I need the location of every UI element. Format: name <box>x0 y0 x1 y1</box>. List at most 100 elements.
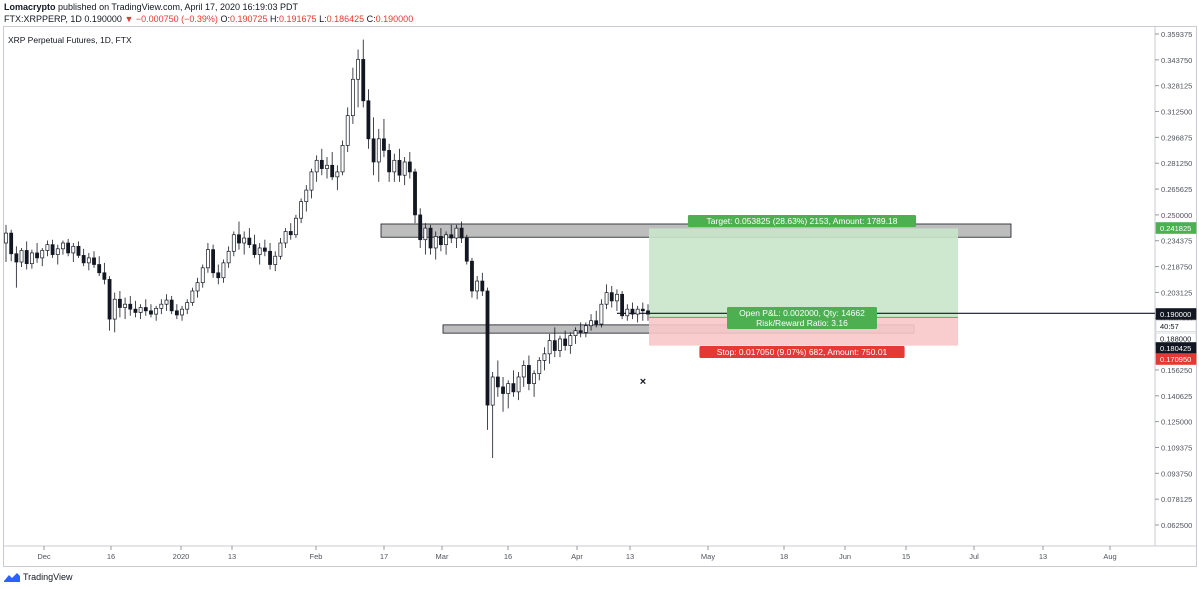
candle-body <box>589 320 593 327</box>
candle-body <box>319 159 324 169</box>
candle-body <box>190 290 195 303</box>
footer-brand[interactable]: TradingView <box>4 572 73 582</box>
candle-body <box>29 252 34 265</box>
publish-text: published on TradingView.com, April 17, … <box>58 2 299 12</box>
candle-body <box>454 227 459 239</box>
price-change: ▼ −0.000750 (−0.39%) <box>124 14 218 24</box>
candle-body <box>180 308 184 316</box>
candle-body <box>123 303 127 308</box>
tradingview-logo-icon <box>4 573 20 582</box>
candle-body <box>226 250 231 264</box>
candle-body <box>149 310 153 315</box>
symbol-text: FTX:XRPPERP, 1D <box>4 14 82 24</box>
close-label: C: <box>366 14 376 24</box>
open-label: O: <box>220 14 230 24</box>
candle-body <box>620 293 625 317</box>
candle-body <box>273 255 278 265</box>
candle-body <box>397 159 402 176</box>
target-label-bg <box>687 215 917 227</box>
candle-body <box>444 234 448 246</box>
high-value: 0.191675 <box>279 14 317 24</box>
y-tick-label: 0.234375 <box>1161 237 1192 246</box>
candle-body <box>630 308 635 315</box>
high-label: H: <box>270 14 280 24</box>
price-badge-text: 40:57 <box>1160 322 1179 331</box>
candle-body <box>92 257 96 265</box>
chart-title: XRP Perpetual Futures, 1D, FTX <box>8 35 132 45</box>
y-tick-label: 0.156250 <box>1161 366 1192 375</box>
candle-body <box>350 78 355 117</box>
candle-body <box>154 307 159 315</box>
x-tick-label: 13 <box>1039 552 1047 561</box>
candle-body <box>599 303 604 325</box>
candle-body <box>169 299 174 312</box>
candle-body <box>288 231 293 236</box>
candle-body <box>185 302 190 310</box>
y-tick-label: 0.343750 <box>1161 56 1192 65</box>
candle-body <box>304 189 309 203</box>
author-name[interactable]: Lomacrypto <box>4 2 56 12</box>
low-label: L: <box>319 14 327 24</box>
x-tick-label: May <box>701 552 715 561</box>
y-tick-label: 0.218750 <box>1161 263 1192 272</box>
low-value: 0.186425 <box>326 14 365 24</box>
x-tick-label: 16 <box>504 552 512 561</box>
x-tick-label: Jun <box>839 552 851 561</box>
price-badge <box>1155 320 1197 332</box>
target-area[interactable] <box>649 228 958 318</box>
price-badge <box>1155 353 1197 365</box>
x-tick-label: Mar <box>436 552 449 561</box>
candle-body <box>262 247 267 252</box>
candle-body <box>314 159 319 173</box>
candle-body <box>428 227 433 249</box>
candle-body <box>309 171 314 191</box>
candle-body <box>242 237 247 244</box>
candle-body <box>19 250 24 263</box>
y-tick-label: 0.296875 <box>1161 133 1192 142</box>
candle-body <box>423 227 428 241</box>
y-tick-label: 0.265625 <box>1161 185 1192 194</box>
candle-body <box>97 264 102 274</box>
candle-body <box>480 280 485 292</box>
y-tick-label: 0.328125 <box>1161 82 1192 91</box>
candle-body <box>66 242 71 254</box>
candle-body <box>392 159 397 173</box>
x-tick-label: 17 <box>380 552 388 561</box>
chart-frame[interactable] <box>3 26 1197 567</box>
price-badge <box>1155 308 1197 320</box>
candle-body <box>376 138 381 163</box>
close-marker-icon: × <box>640 376 646 388</box>
price-badge <box>1155 222 1197 234</box>
candle-body <box>413 171 417 216</box>
candle-body <box>563 338 568 346</box>
ohlc-legend: FTX:XRPPERP, 1D 0.190000 ▼ −0.000750 (−0… <box>4 14 413 24</box>
footer-brand-text: TradingView <box>23 572 73 582</box>
price-badge-text: 0.241825 <box>1160 224 1191 233</box>
stop-label-text: Stop: 0.017050 (9.07%) 682, Amount: 750.… <box>717 347 888 357</box>
candle-body <box>278 242 283 257</box>
y-tick-label: 0.312500 <box>1161 108 1192 117</box>
candle-body <box>640 308 645 312</box>
candle-body <box>511 383 516 393</box>
candle-body <box>206 249 210 269</box>
candle-body <box>195 282 200 292</box>
candle-body <box>24 250 29 265</box>
candle-body <box>387 150 392 173</box>
x-tick-label: Jul <box>969 552 979 561</box>
price-badge-text: 0.170950 <box>1160 355 1191 364</box>
publish-info: Lomacrypto published on TradingView.com,… <box>4 2 298 12</box>
candle-body <box>547 340 552 355</box>
candle-body <box>340 145 345 173</box>
candle-body <box>646 310 650 315</box>
candle-body <box>558 338 562 351</box>
candle-body <box>231 234 236 252</box>
price-badge-text: 0.188000 <box>1160 335 1191 344</box>
candle-body <box>382 138 386 151</box>
candle-body <box>200 267 205 284</box>
candle-body <box>490 376 495 406</box>
x-tick-label: Apr <box>571 552 583 561</box>
candle-body <box>86 257 91 264</box>
candle-body <box>439 236 443 246</box>
candle-body <box>76 245 81 256</box>
